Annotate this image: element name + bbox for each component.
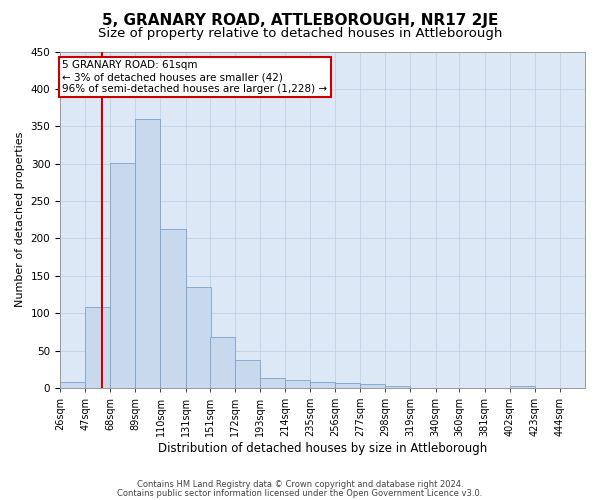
- Bar: [209, 337, 235, 388]
- Bar: [310, 382, 335, 388]
- Bar: [285, 380, 310, 388]
- Bar: [160, 228, 185, 388]
- Text: Contains HM Land Registry data © Crown copyright and database right 2024.: Contains HM Land Registry data © Crown c…: [137, 480, 463, 489]
- Text: Size of property relative to detached houses in Attleborough: Size of property relative to detached ho…: [98, 28, 502, 40]
- Text: Contains public sector information licensed under the Open Government Licence v3: Contains public sector information licen…: [118, 488, 482, 498]
- Bar: [260, 378, 285, 388]
- Y-axis label: Number of detached properties: Number of detached properties: [15, 132, 25, 308]
- Bar: [60, 382, 85, 388]
- Bar: [509, 386, 535, 388]
- Bar: [360, 384, 385, 388]
- X-axis label: Distribution of detached houses by size in Attleborough: Distribution of detached houses by size …: [158, 442, 487, 455]
- Text: 5 GRANARY ROAD: 61sqm
← 3% of detached houses are smaller (42)
96% of semi-detac: 5 GRANARY ROAD: 61sqm ← 3% of detached h…: [62, 60, 328, 94]
- Bar: [185, 287, 211, 388]
- Bar: [335, 382, 360, 388]
- Bar: [110, 163, 136, 388]
- Bar: [85, 307, 110, 388]
- Bar: [385, 386, 410, 388]
- Text: 5, GRANARY ROAD, ATTLEBOROUGH, NR17 2JE: 5, GRANARY ROAD, ATTLEBOROUGH, NR17 2JE: [102, 12, 498, 28]
- Bar: [136, 119, 160, 388]
- Bar: [235, 360, 260, 388]
